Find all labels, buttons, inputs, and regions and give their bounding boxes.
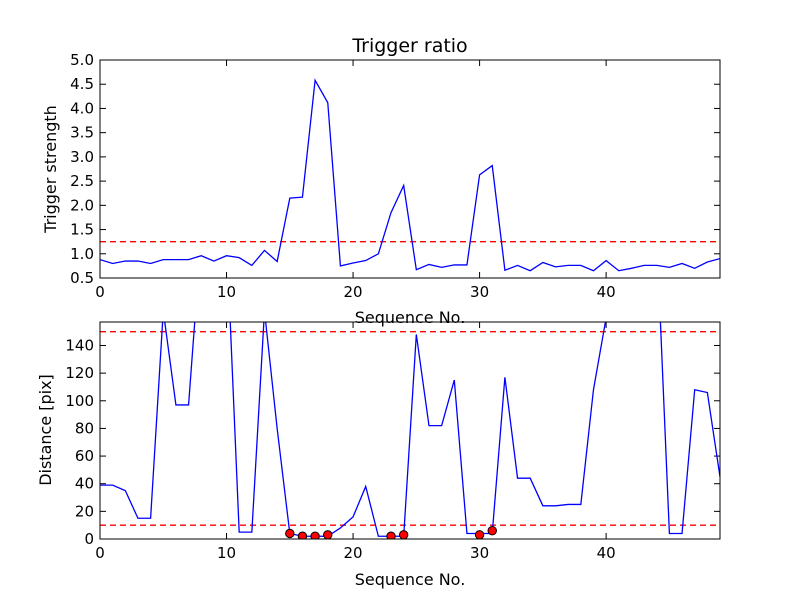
x-tick-label: 40 <box>597 544 616 562</box>
y-tick-label: 4.5 <box>70 75 94 93</box>
y-axis-label: Distance [pix] <box>36 374 55 486</box>
y-tick-label: 20 <box>75 502 94 520</box>
chart-trigger-ratio: Trigger ratio 0 10 20 30 40 0.5 1.0 1.5 2.0 2.5 3.… <box>41 35 721 327</box>
y-tick-label: 120 <box>65 364 94 382</box>
y-tick-label: 140 <box>65 336 94 354</box>
x-tick-label: 10 <box>217 283 236 301</box>
x-tick-label: 30 <box>470 544 489 562</box>
data-point-marker <box>310 531 320 539</box>
plot-frame <box>99 59 721 279</box>
y-tick-label: 0 <box>84 530 94 548</box>
y-tick-label: 5.0 <box>70 51 94 69</box>
y-tick-label: 3.5 <box>70 124 94 142</box>
chart-title: Trigger ratio <box>351 35 467 57</box>
y-tick-label: 3.0 <box>70 148 94 166</box>
y-tick-label: 1.5 <box>70 221 94 239</box>
x-tick-label: 0 <box>95 283 105 301</box>
data-point-marker <box>323 530 333 539</box>
series-line-distance <box>100 322 720 537</box>
y-tick-label: 1.0 <box>70 245 94 263</box>
data-point-marker <box>386 531 396 539</box>
x-tick-label: 0 <box>95 544 105 562</box>
data-point-marker <box>285 528 295 539</box>
x-tick-label: 40 <box>597 283 616 301</box>
x-tick-label: 20 <box>344 544 363 562</box>
data-point-marker <box>487 526 497 536</box>
y-tick-label: 100 <box>65 392 94 410</box>
x-axis-label: Sequence No. <box>355 570 466 589</box>
plot-frame <box>99 321 721 540</box>
x-axis-label: Sequence No. <box>355 308 466 327</box>
y-tick-label: 0.5 <box>70 269 94 287</box>
chart-distance: 0 10 20 30 40 0 20 40 60 80 100 120 140 Sequence No.… <box>36 321 721 589</box>
x-tick-label: 30 <box>470 283 489 301</box>
data-point-marker <box>474 530 485 539</box>
y-tick-label: 60 <box>75 447 94 465</box>
y-tick-label: 2.5 <box>70 172 94 190</box>
y-tick-label: 80 <box>75 419 94 437</box>
data-point-marker <box>297 531 308 539</box>
y-tick-label: 2.0 <box>70 196 94 214</box>
data-point-marker <box>398 530 409 539</box>
x-tick-label: 10 <box>217 544 236 562</box>
x-tick-label: 20 <box>344 283 363 301</box>
y-axis-label: Trigger strength <box>41 105 60 234</box>
y-tick-label: 4.0 <box>70 99 94 117</box>
y-tick-label: 40 <box>75 475 94 493</box>
series-line-trigger-strength <box>100 78 720 272</box>
